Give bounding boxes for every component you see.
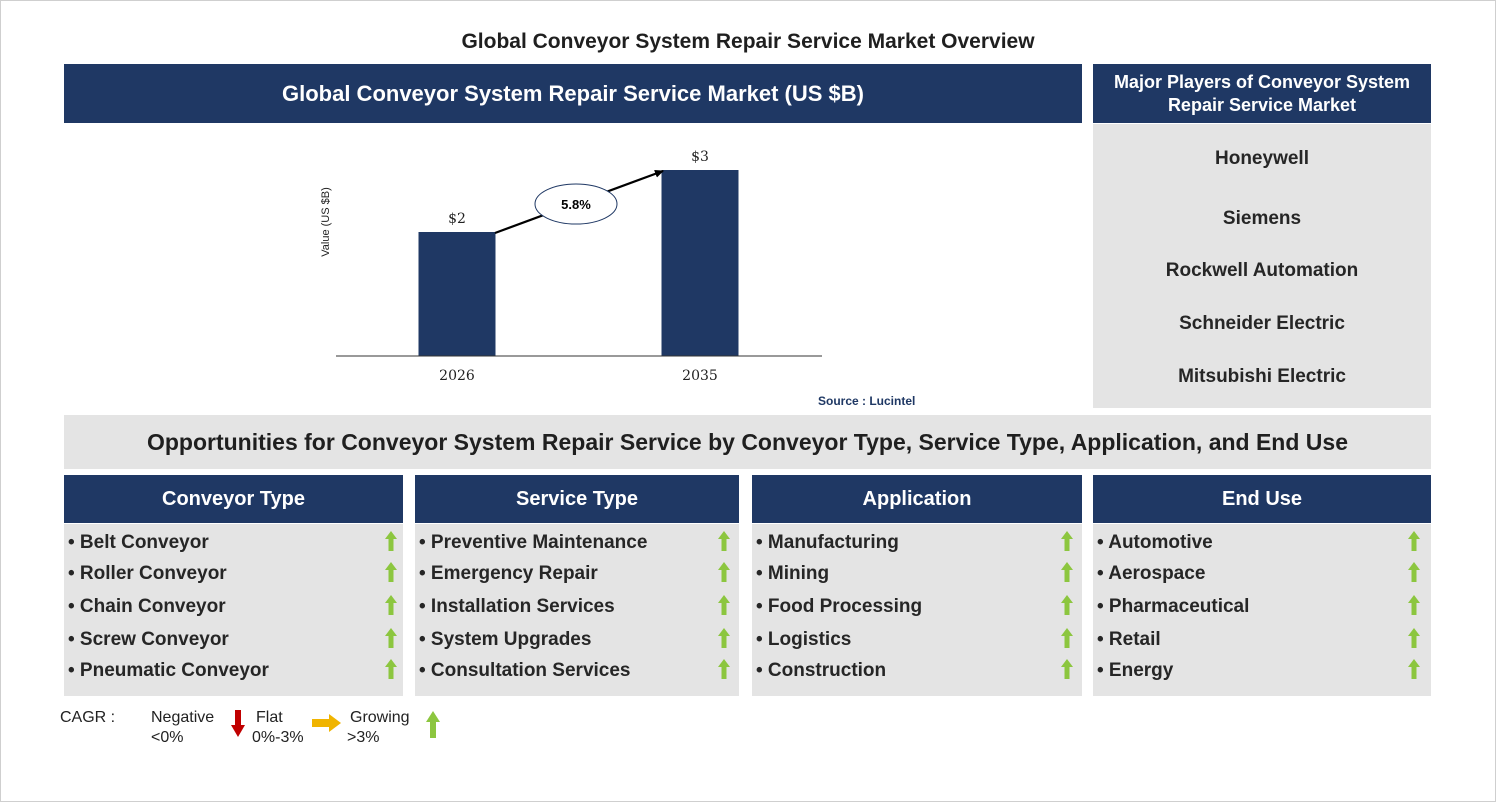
segment-box-service-type: • Preventive Maintenance • Emergency Rep… bbox=[415, 524, 739, 696]
segment-header-application: Application bbox=[752, 475, 1082, 523]
growing-arrow-icon bbox=[1408, 628, 1420, 653]
legend-negative-range: <0% bbox=[151, 729, 184, 746]
growing-arrow-icon bbox=[385, 659, 397, 684]
players-header: Major Players of Conveyor System Repair … bbox=[1093, 64, 1431, 123]
down-arrow-icon bbox=[231, 710, 245, 737]
segment-header-conveyor-type: Conveyor Type bbox=[64, 475, 403, 523]
up-arrow-icon bbox=[426, 711, 440, 738]
y-axis-label: Value (US $B) bbox=[320, 187, 332, 257]
player-item: Rockwell Automation bbox=[1165, 260, 1359, 281]
segment-header-service-type: Service Type bbox=[415, 475, 739, 523]
growing-arrow-icon bbox=[718, 595, 730, 620]
segment-item: • Manufacturing bbox=[756, 532, 899, 553]
segment-item: • Screw Conveyor bbox=[68, 629, 229, 650]
segment-item: • Roller Conveyor bbox=[68, 563, 227, 584]
segment-item: • Mining bbox=[756, 563, 830, 584]
growing-arrow-icon bbox=[1408, 531, 1420, 556]
segment-item: • Aerospace bbox=[1097, 563, 1206, 584]
segment-item: • Chain Conveyor bbox=[68, 596, 226, 617]
market-bar-chart: $2 2026 $3 2035 Value (US $B) 5.8% bbox=[320, 149, 822, 384]
segment-item: • Construction bbox=[756, 660, 887, 681]
player-item: Honeywell bbox=[1215, 148, 1309, 169]
source-note: Source : Lucintel bbox=[818, 394, 916, 408]
growing-arrow-icon bbox=[1061, 659, 1073, 684]
segment-item: • Retail bbox=[1097, 629, 1161, 650]
growing-arrow-icon bbox=[718, 659, 730, 684]
bar-2026 bbox=[418, 232, 496, 356]
bar-value-label: $2 bbox=[448, 211, 466, 227]
segment-item: • Emergency Repair bbox=[419, 563, 598, 584]
cagr-label: 5.8% bbox=[561, 197, 591, 212]
legend-label: CAGR : bbox=[60, 709, 116, 726]
growing-arrow-icon bbox=[385, 531, 397, 556]
players-list: Honeywell Siemens Rockwell Automation Sc… bbox=[1093, 124, 1431, 408]
opportunities-title: Opportunities for Conveyor System Repair… bbox=[64, 415, 1431, 469]
growing-arrow-icon bbox=[385, 595, 397, 620]
segment-box-application: • Manufacturing • Mining • Food Processi… bbox=[752, 524, 1082, 696]
legend-growing-name: Growing bbox=[350, 709, 410, 726]
growing-arrow-icon bbox=[718, 562, 730, 587]
segment-item: • System Upgrades bbox=[419, 629, 592, 650]
segment-header-end-use: End Use bbox=[1093, 475, 1431, 523]
growing-arrow-icon bbox=[1408, 562, 1420, 587]
segment-item: • Belt Conveyor bbox=[68, 532, 209, 553]
segment-box-end-use: • Automotive • Aerospace • Pharmaceutica… bbox=[1093, 524, 1431, 696]
segment-item: • Logistics bbox=[756, 629, 852, 650]
segment-item: • Preventive Maintenance bbox=[419, 532, 648, 553]
x-tick-label: 2035 bbox=[682, 368, 718, 384]
growing-arrow-icon bbox=[718, 628, 730, 653]
growing-arrow-icon bbox=[1061, 628, 1073, 653]
player-item: Siemens bbox=[1222, 208, 1302, 229]
growing-arrow-icon bbox=[718, 531, 730, 556]
segment-item: • Automotive bbox=[1097, 532, 1213, 553]
right-arrow-icon bbox=[312, 714, 341, 732]
growing-arrow-icon bbox=[385, 628, 397, 653]
legend-negative-name: Negative bbox=[151, 709, 215, 726]
legend-flat-range: 0%-3% bbox=[252, 729, 304, 746]
segment-box-conveyor-type: • Belt Conveyor • Roller Conveyor • Chai… bbox=[64, 524, 403, 696]
growing-arrow-icon bbox=[1408, 595, 1420, 620]
bar-value-label: $3 bbox=[691, 149, 709, 165]
growing-arrow-icon bbox=[1408, 659, 1420, 684]
x-tick-label: 2026 bbox=[439, 368, 475, 384]
segment-item: • Pneumatic Conveyor bbox=[68, 660, 269, 681]
segment-item: • Energy bbox=[1097, 660, 1174, 681]
market-chart-header: Global Conveyor System Repair Service Ma… bbox=[64, 64, 1082, 123]
growing-arrow-icon bbox=[1061, 595, 1073, 620]
legend-growing-range: >3% bbox=[347, 729, 380, 746]
legend-flat-name: Flat bbox=[256, 709, 283, 726]
growing-arrow-icon bbox=[1061, 531, 1073, 556]
segment-item: • Installation Services bbox=[419, 596, 615, 617]
player-item: Schneider Electric bbox=[1179, 313, 1345, 334]
page-title: Global Conveyor System Repair Service Ma… bbox=[461, 30, 1035, 53]
growing-arrow-icon bbox=[1061, 562, 1073, 587]
bar-2035 bbox=[661, 170, 739, 356]
cagr-bubble bbox=[534, 183, 618, 225]
segment-item: • Pharmaceutical bbox=[1097, 596, 1250, 617]
player-item: Mitsubishi Electric bbox=[1178, 366, 1346, 387]
growing-arrow-icon bbox=[385, 562, 397, 587]
segment-item: • Consultation Services bbox=[419, 660, 631, 681]
segment-item: • Food Processing bbox=[756, 596, 923, 617]
